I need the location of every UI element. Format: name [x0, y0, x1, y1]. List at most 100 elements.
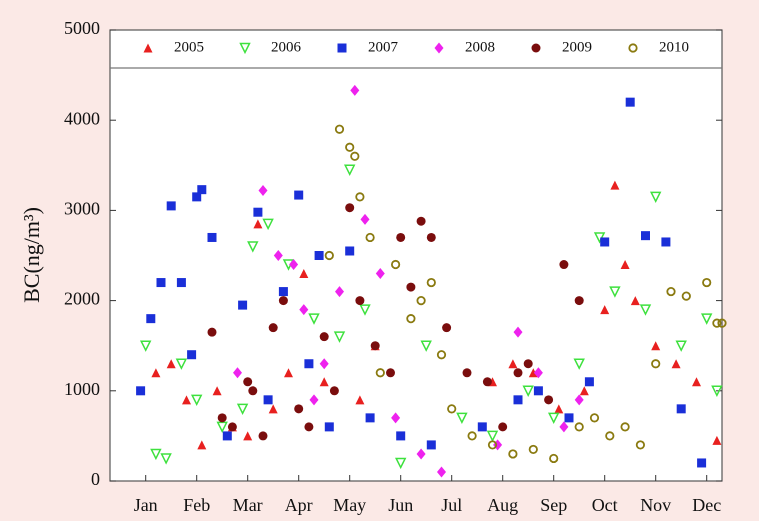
x-tick-label: Oct [592, 495, 618, 515]
legend-marker [531, 43, 541, 53]
point [289, 259, 299, 271]
point [651, 341, 661, 351]
point [498, 422, 508, 432]
point [600, 305, 610, 315]
point [197, 185, 207, 195]
point [375, 268, 385, 280]
point [605, 431, 615, 441]
point [212, 386, 222, 396]
point [522, 385, 534, 397]
point [467, 431, 477, 441]
point [712, 435, 722, 445]
point [233, 367, 242, 379]
point [355, 296, 365, 306]
point [681, 291, 691, 301]
point [345, 203, 355, 213]
legend-label: 2005 [174, 39, 204, 55]
point [533, 367, 543, 379]
x-tick-label: Jan [134, 495, 158, 515]
point [350, 151, 360, 161]
point [641, 231, 650, 241]
point [649, 191, 662, 204]
x-tick-label: Sep [540, 495, 567, 515]
y-axis-label: BC(ng/m³) [19, 207, 44, 303]
point [416, 448, 426, 460]
point [487, 440, 498, 450]
point [639, 304, 652, 316]
x-tick-label: Mar [233, 495, 263, 515]
point [160, 453, 172, 465]
point [462, 368, 472, 378]
point [609, 286, 621, 298]
x-tick-label: Nov [640, 495, 671, 515]
point [151, 368, 161, 378]
point [268, 323, 278, 333]
point [146, 314, 156, 324]
point [355, 395, 365, 405]
point [666, 286, 676, 297]
point [675, 340, 687, 352]
point [692, 377, 701, 387]
point [247, 241, 259, 253]
point [420, 340, 432, 352]
y-tick-label: 0 [91, 469, 100, 489]
point [345, 142, 355, 152]
y-tick-label: 4000 [64, 108, 100, 128]
point [396, 431, 406, 441]
legend-marker [143, 43, 153, 53]
point [610, 180, 620, 190]
point [273, 250, 283, 261]
point [187, 350, 197, 360]
point [294, 404, 304, 414]
point [166, 359, 176, 369]
point [278, 296, 288, 306]
point [630, 296, 640, 306]
point [222, 431, 232, 441]
point [593, 232, 606, 244]
point [533, 386, 543, 396]
point [355, 192, 365, 202]
point [513, 326, 523, 338]
legend-label: 2009 [562, 39, 592, 55]
point [394, 457, 407, 470]
point [416, 295, 426, 306]
point [243, 431, 253, 441]
point [712, 318, 722, 328]
point [391, 412, 401, 424]
point [329, 386, 339, 396]
point [447, 404, 457, 414]
point [319, 358, 329, 370]
point [513, 368, 523, 378]
point [216, 421, 228, 434]
x-tick-label: Feb [183, 495, 210, 515]
point [343, 164, 356, 176]
legend-marker [434, 42, 444, 54]
point [579, 386, 589, 396]
point [477, 422, 487, 432]
point [564, 413, 574, 423]
x-tick-label: Apr [285, 495, 313, 515]
point [333, 331, 346, 343]
point [697, 458, 707, 468]
point [227, 422, 237, 432]
point [574, 422, 584, 432]
legend-label: 2006 [271, 39, 302, 55]
plot-area [109, 29, 723, 482]
point [207, 327, 217, 337]
point [573, 358, 585, 370]
point [554, 404, 564, 414]
point [406, 314, 416, 324]
point [150, 448, 162, 461]
point [319, 332, 329, 342]
point [651, 359, 661, 369]
point [547, 412, 560, 425]
y-tick-label: 1000 [64, 379, 100, 399]
point [365, 232, 375, 243]
point [544, 395, 554, 405]
point [238, 300, 248, 310]
point [671, 359, 681, 369]
x-tick-label: May [333, 495, 366, 515]
point [360, 213, 370, 225]
point [513, 395, 523, 405]
